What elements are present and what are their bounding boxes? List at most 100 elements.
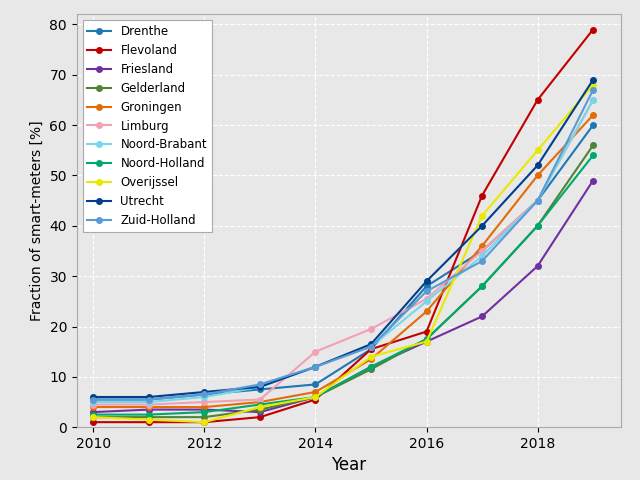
Noord-Holland [312,394,319,400]
Groningen [256,399,264,405]
Noord-Holland [145,412,153,418]
Drenthe [422,283,430,289]
Limburg [534,198,541,204]
Drenthe [589,122,597,128]
Utrecht [367,341,375,347]
Flevoland [90,420,97,425]
Flevoland [534,97,541,103]
Noord-Brabant [367,344,375,349]
Noord-Holland [367,364,375,370]
Groningen [90,404,97,410]
Drenthe [200,392,208,397]
Overijssel [200,420,208,425]
Noord-Brabant [256,384,264,390]
Limburg [478,248,486,254]
Line: Zuid-Holland: Zuid-Holland [91,87,596,402]
Line: Noord-Brabant: Noord-Brabant [91,97,596,405]
Flevoland [422,329,430,335]
Noord-Holland [422,336,430,342]
Drenthe [367,346,375,352]
Gelderland [589,143,597,148]
Noord-Brabant [422,299,430,304]
Groningen [478,243,486,249]
Noord-Brabant [90,399,97,405]
Flevoland [145,420,153,425]
Overijssel [145,417,153,422]
Line: Friesland: Friesland [91,178,596,415]
Limburg [200,399,208,405]
Groningen [145,404,153,410]
Drenthe [478,248,486,254]
Drenthe [256,386,264,392]
Noord-Brabant [145,399,153,405]
Gelderland [145,414,153,420]
Drenthe [90,396,97,402]
Legend: Drenthe, Flevoland, Friesland, Gelderland, Groningen, Limburg, Noord-Brabant, No: Drenthe, Flevoland, Friesland, Gelderlan… [83,20,212,232]
Zuid-Holland [256,382,264,387]
Overijssel [422,339,430,345]
Gelderland [200,414,208,420]
Gelderland [478,283,486,289]
Utrecht [422,278,430,284]
Zuid-Holland [589,87,597,93]
Line: Flevoland: Flevoland [91,27,596,425]
Friesland [534,263,541,269]
Flevoland [256,414,264,420]
Overijssel [256,404,264,410]
Zuid-Holland [200,392,208,397]
Groningen [534,173,541,179]
Friesland [478,313,486,319]
Flevoland [478,193,486,199]
Noord-Brabant [589,97,597,103]
Overijssel [589,82,597,88]
Limburg [589,97,597,103]
Zuid-Holland [534,198,541,204]
Utrecht [256,384,264,390]
Y-axis label: Fraction of smart-meters [%]: Fraction of smart-meters [%] [30,120,44,321]
Utrecht [200,389,208,395]
Gelderland [312,394,319,400]
Zuid-Holland [478,258,486,264]
Overijssel [312,394,319,400]
Friesland [145,407,153,412]
Friesland [90,409,97,415]
Overijssel [367,354,375,360]
Line: Gelderland: Gelderland [91,143,596,420]
Line: Limburg: Limburg [91,97,596,408]
Gelderland [534,223,541,228]
Line: Drenthe: Drenthe [91,122,596,402]
Groningen [312,389,319,395]
Friesland [312,394,319,400]
Zuid-Holland [90,396,97,402]
Limburg [422,296,430,302]
Friesland [422,339,430,345]
Utrecht [145,394,153,400]
Gelderland [256,407,264,412]
Overijssel [478,213,486,219]
Flevoland [312,396,319,402]
Utrecht [90,394,97,400]
Overijssel [534,147,541,153]
Line: Groningen: Groningen [91,112,596,410]
Noord-Holland [478,283,486,289]
Limburg [256,396,264,402]
Noord-Brabant [534,198,541,204]
Zuid-Holland [367,344,375,349]
Utrecht [312,364,319,370]
Limburg [90,402,97,408]
Groningen [200,404,208,410]
Drenthe [312,382,319,387]
Groningen [422,309,430,314]
Drenthe [145,396,153,402]
Overijssel [90,414,97,420]
Gelderland [90,414,97,420]
Line: Overijssel: Overijssel [91,82,596,425]
Groningen [367,356,375,362]
Noord-Holland [200,409,208,415]
Friesland [256,409,264,415]
Friesland [200,407,208,412]
Line: Utrecht: Utrecht [91,77,596,400]
Friesland [367,364,375,370]
Utrecht [478,223,486,228]
Noord-Brabant [200,394,208,400]
